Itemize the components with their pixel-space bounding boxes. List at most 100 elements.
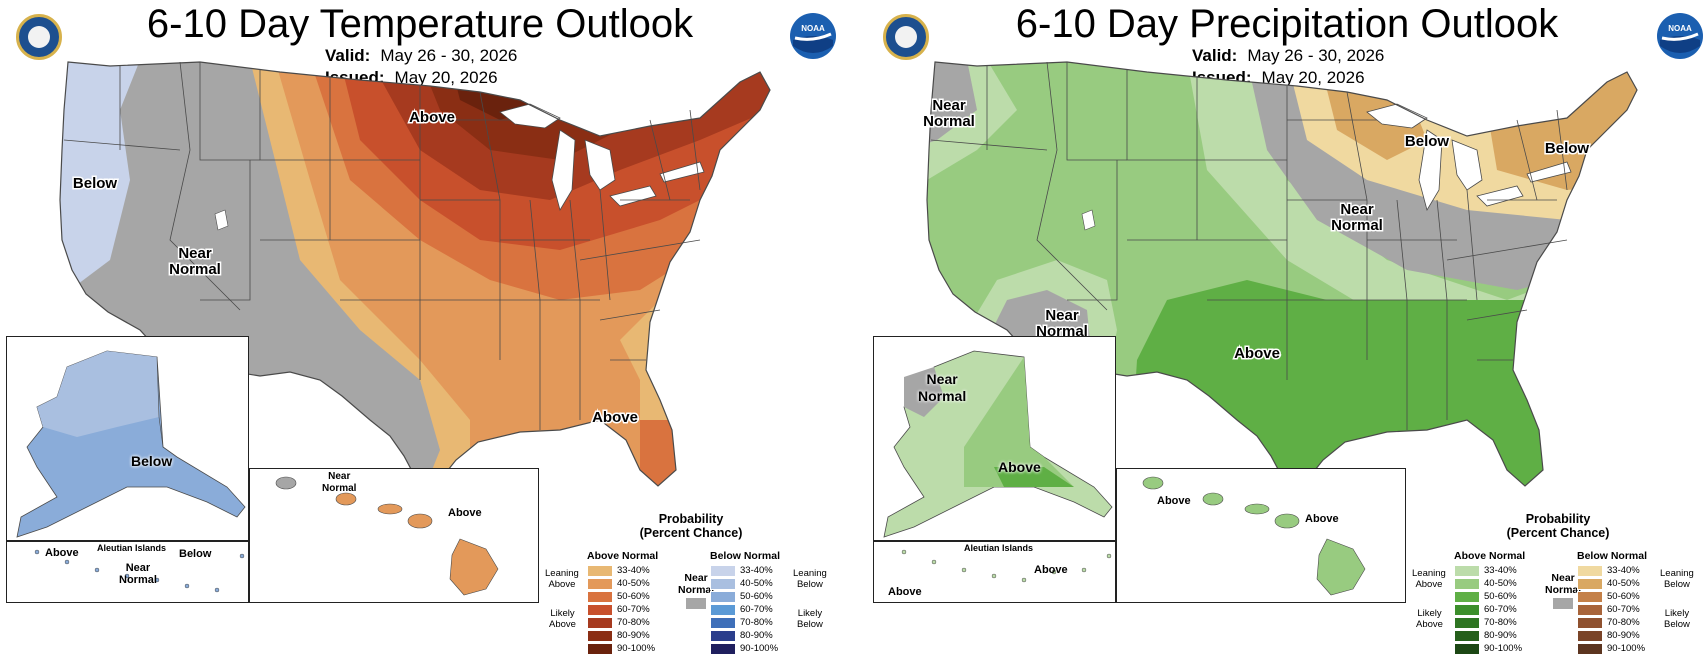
legend-range-label: 40-50% [740, 578, 773, 589]
legend-row-above-6: 90-100% [1454, 642, 1525, 655]
legend-swatch [587, 577, 613, 590]
aleutian-islands-map [34, 549, 245, 593]
legend-swatch [1454, 603, 1480, 616]
legend-range-label: 70-80% [740, 617, 773, 628]
legend-range-label: 50-60% [1607, 591, 1640, 602]
legend-swatch [1577, 642, 1603, 655]
legend-range-label: 80-90% [1607, 630, 1640, 641]
hawaii-inset: Above Above [1116, 468, 1406, 603]
legend-row-above-2: 50-60% [1454, 590, 1525, 603]
legend-swatch [1454, 642, 1480, 655]
likely-below-label: Likely Below [1664, 608, 1690, 630]
legend-swatch [587, 590, 613, 603]
legend-swatch [587, 564, 613, 577]
label-alaska-below: Below [131, 453, 173, 469]
label-hawaii-above-2: Above [1305, 513, 1339, 525]
leaning-below-label: Leaning Below [1660, 568, 1694, 590]
near-normal-key: Near Normal [1545, 572, 1581, 609]
page-title: 6-10 Day Temperature Outlook [146, 2, 694, 46]
above-normal-column: Above Normal 33-40% 40-50% 50-60% 60-70% 70-… [1454, 550, 1525, 655]
near-normal-key: Near Normal [678, 572, 714, 609]
legend-swatch [1577, 564, 1603, 577]
label-aleutian-above-1: Above [888, 586, 922, 598]
noaa-logo-icon: NOAA [1657, 13, 1703, 59]
label-below-west: Below [73, 175, 118, 192]
legend-swatch [1577, 590, 1603, 603]
legend-range-label: 50-60% [617, 591, 650, 602]
legend-range-label: 70-80% [617, 617, 650, 628]
label-aleutian-above: Above [45, 547, 79, 559]
legend-row-above-1: 40-50% [587, 577, 658, 590]
aleutian-title: Aleutian Islands [97, 543, 167, 553]
label-above-south: Above [1234, 345, 1280, 362]
legend-range-label: 80-90% [617, 630, 650, 641]
label-alaska-near: Near Normal [918, 371, 967, 404]
legend-row-below-4: 70-80% [710, 616, 780, 629]
hawaii-precipitation-map [1142, 476, 1366, 596]
legend-row-above-2: 50-60% [587, 590, 658, 603]
svg-text:NOAA: NOAA [801, 24, 825, 33]
temperature-legend: Probability (Percent Chance) Leaning Above… [545, 512, 837, 662]
legend-swatch [1577, 629, 1603, 642]
legend-row-below-6: 90-100% [710, 642, 780, 655]
label-aleutian-above-2: Above [1034, 564, 1068, 576]
svg-text:NOAA: NOAA [1668, 24, 1692, 33]
legend-row-below-1: 40-50% [1577, 577, 1647, 590]
precipitation-legend: Probability (Percent Chance) Leaning Above… [1412, 512, 1704, 662]
legend-swatch [587, 642, 613, 655]
legend-swatch [1577, 603, 1603, 616]
legend-range-label: 80-90% [740, 630, 773, 641]
valid-dates: Valid: May 26 - 30, 2026 [1192, 46, 1385, 65]
legend-range-label: 33-40% [1484, 565, 1517, 576]
legend-swatch [587, 603, 613, 616]
below-normal-title: Below Normal [1577, 550, 1648, 562]
legend-row-above-0: 33-40% [1454, 564, 1525, 577]
above-normal-title: Above Normal [1454, 550, 1526, 562]
legend-swatch [1577, 577, 1603, 590]
legend-range-label: 90-100% [1484, 643, 1523, 654]
legend-row-above-6: 90-100% [587, 642, 658, 655]
legend-row-below-3: 60-70% [1577, 603, 1647, 616]
label-near-normal-1: Near [178, 245, 212, 262]
legend-range-label: 60-70% [1484, 604, 1517, 615]
legend-swatch [710, 590, 736, 603]
legend-row-below-0: 33-40% [710, 564, 780, 577]
hawaii-inset: Near Normal Above [249, 468, 539, 603]
noaa-logo-icon: NOAA [790, 13, 836, 59]
legend-row-below-2: 50-60% [1577, 590, 1647, 603]
legend-row-above-3: 60-70% [1454, 603, 1525, 616]
label-below-lakes: Below [1405, 133, 1450, 150]
legend-row-below-0: 33-40% [1577, 564, 1647, 577]
label-above-north: Above [409, 109, 455, 126]
precipitation-outlook-panel: NOAA 6-10 Day Precipitation Outlook Vali… [867, 0, 1707, 662]
hawaii-temperature-map [275, 476, 499, 596]
legend-swatch [710, 603, 736, 616]
alaska-temperature-map [16, 350, 246, 538]
aleutian-islands-map [901, 549, 1112, 583]
legend-range-label: 90-100% [740, 643, 779, 654]
label-hawaii-above-1: Above [1157, 495, 1191, 507]
legend-title: Probability (Percent Chance) [1506, 512, 1610, 540]
legend-swatch [1577, 616, 1603, 629]
leaning-below-label: Leaning Below [793, 568, 827, 590]
legend-range-label: 60-70% [740, 604, 773, 615]
alaska-inset: Below [6, 336, 249, 541]
legend-range-label: 40-50% [1607, 578, 1640, 589]
legend-row-below-6: 90-100% [1577, 642, 1647, 655]
label-above-florida: Above [592, 409, 638, 426]
label-near-nw-1: Near [932, 97, 966, 114]
likely-below-label: Likely Below [797, 608, 823, 630]
legend-range-label: 33-40% [740, 565, 773, 576]
legend-swatch [587, 629, 613, 642]
above-normal-column: Above Normal 33-40% 40-50% 50-60% 60-70% 70-… [587, 550, 658, 655]
legend-range-label: 50-60% [740, 591, 773, 602]
legend-swatch [1454, 616, 1480, 629]
legend-row-below-4: 70-80% [1577, 616, 1647, 629]
legend-swatch [710, 642, 736, 655]
legend-range-label: 90-100% [1607, 643, 1646, 654]
leaning-above-label: Leaning Above [1412, 568, 1446, 590]
aleutian-title: Aleutian Islands [964, 543, 1034, 553]
leaning-above-label: Leaning Above [545, 568, 579, 590]
legend-row-below-3: 60-70% [710, 603, 780, 616]
legend-swatch [1454, 629, 1480, 642]
